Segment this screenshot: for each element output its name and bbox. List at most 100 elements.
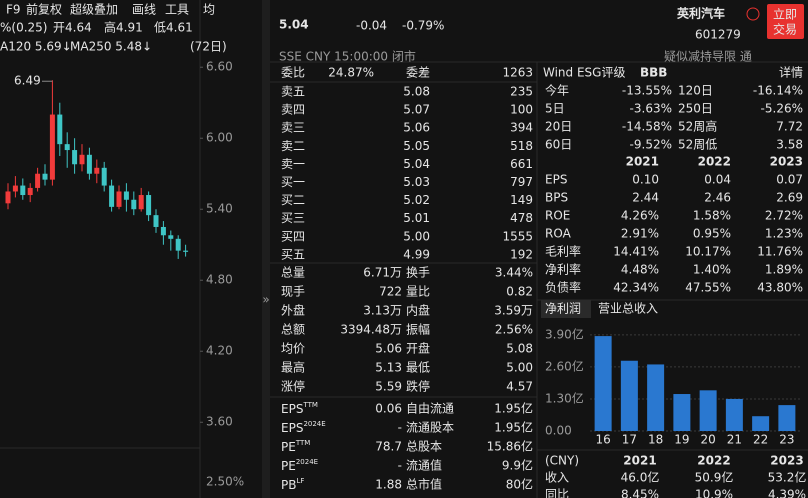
y-tick-label: 3.90亿 [545, 326, 584, 341]
toolbar-item[interactable]: F9 [6, 3, 21, 17]
label: PBLF [281, 477, 304, 492]
value: 1263 [502, 66, 533, 80]
period[interactable]: (72日) [190, 40, 227, 54]
value: 0.10 [632, 173, 659, 187]
value: 0.07 [776, 173, 803, 187]
candle-body [101, 167, 107, 186]
bar [699, 390, 717, 431]
volume: 1555 [502, 229, 533, 243]
y-tick-label: 1.30亿 [545, 390, 584, 405]
expand-icon[interactable]: » [262, 293, 269, 307]
label: 卖一 [281, 157, 305, 171]
value: 1.40% [693, 263, 731, 277]
bar [673, 394, 691, 431]
label: 卖四 [281, 103, 305, 117]
value: 24.87% [328, 66, 374, 80]
toolbar-item[interactable]: 超级叠加 [70, 2, 118, 17]
tab[interactable]: 营业总收入 [598, 302, 658, 316]
label-sup: TTM [302, 401, 317, 409]
button-text[interactable]: 立即 [773, 7, 797, 22]
volume: 394 [510, 121, 533, 135]
label: 买一 [281, 175, 305, 189]
label: PETTM [281, 439, 310, 454]
value: 2.44 [632, 191, 659, 205]
label: 同比 [545, 488, 569, 498]
price: 5.03 [403, 175, 430, 189]
label: 52周低 [678, 138, 717, 152]
label-name: EPS [281, 402, 303, 416]
x-tick-label: 20 [700, 433, 715, 447]
price: 5.01 [403, 211, 430, 225]
toolbar-item[interactable]: 画线 [132, 3, 156, 17]
candle-body [5, 191, 11, 204]
value: 5.00 [506, 361, 533, 375]
value: 8.45% [621, 488, 659, 498]
value: 2.69 [776, 191, 803, 205]
volume: 661 [510, 157, 533, 171]
candle-body [94, 167, 100, 174]
button-text[interactable]: 交易 [773, 22, 797, 37]
quote-item: 高4.91 [104, 20, 143, 35]
toolbar-item[interactable]: 前复权 [26, 2, 62, 17]
candle-body [138, 195, 144, 210]
value: -13.55% [622, 84, 672, 98]
candle-body [175, 238, 181, 251]
value: 0.82 [506, 285, 533, 299]
high-label: 6.49 [14, 74, 41, 88]
candle-body [72, 150, 78, 165]
candle-body [42, 173, 48, 180]
value: 10.9% [695, 488, 733, 498]
trade-button[interactable] [767, 4, 804, 39]
label: 250日 [678, 102, 713, 116]
label: 52周高 [678, 119, 717, 134]
bar [752, 416, 770, 431]
label: ROE [545, 209, 570, 223]
label-sup: TTM [295, 439, 310, 447]
label: 流通股本 [406, 421, 454, 435]
quote-item: 开4.64 [53, 21, 92, 35]
value: 10.17% [685, 245, 731, 259]
value: 0.06 [375, 402, 402, 416]
value: 2.56% [495, 323, 533, 337]
label: 自由流通 [406, 402, 454, 416]
toolbar-item[interactable]: 均 [203, 3, 215, 17]
y-tick-label: 5.40 [206, 202, 233, 216]
divider[interactable] [262, 0, 270, 498]
value: 1.89% [765, 263, 803, 277]
x-tick-label: 19 [674, 433, 689, 447]
price: 5.06 [403, 121, 430, 135]
detail-link[interactable]: 详情 [779, 65, 803, 80]
value: 1.58% [693, 209, 731, 223]
year-header: 2021 [623, 454, 656, 468]
candle-body [35, 173, 41, 188]
candle-body [109, 185, 115, 207]
label-name: PE [281, 440, 296, 454]
value: 3.13万 [363, 304, 402, 318]
candle-body [168, 235, 174, 239]
y-tick-label: 4.80 [206, 273, 233, 287]
label: 委比 [281, 66, 305, 80]
candle-body [79, 154, 85, 165]
stock-tags: 疑似减持导限 通 [664, 49, 752, 64]
x-tick-label: 17 [622, 433, 637, 447]
toolbar-item[interactable]: 工具 [165, 3, 189, 17]
year-header: 2023 [770, 155, 803, 169]
value: 11.76% [757, 245, 803, 259]
label: 20日 [545, 120, 572, 134]
tab[interactable]: 净利润 [545, 302, 581, 316]
active-tab[interactable] [541, 300, 591, 318]
label: PE2024E [281, 458, 318, 473]
label: (CNY) [545, 454, 579, 468]
label: BPS [545, 191, 568, 205]
value: 42.34% [613, 281, 659, 295]
price: 5.00 [403, 229, 430, 243]
price-change-pct: -0.79% [402, 19, 444, 33]
value: 5.59 [375, 380, 402, 394]
volume: 797 [510, 175, 533, 189]
x-tick-label: 18 [648, 433, 663, 447]
value: 6.71万 [363, 266, 402, 280]
value: 78.7 [375, 440, 402, 454]
last-price: 5.04 [279, 18, 309, 32]
